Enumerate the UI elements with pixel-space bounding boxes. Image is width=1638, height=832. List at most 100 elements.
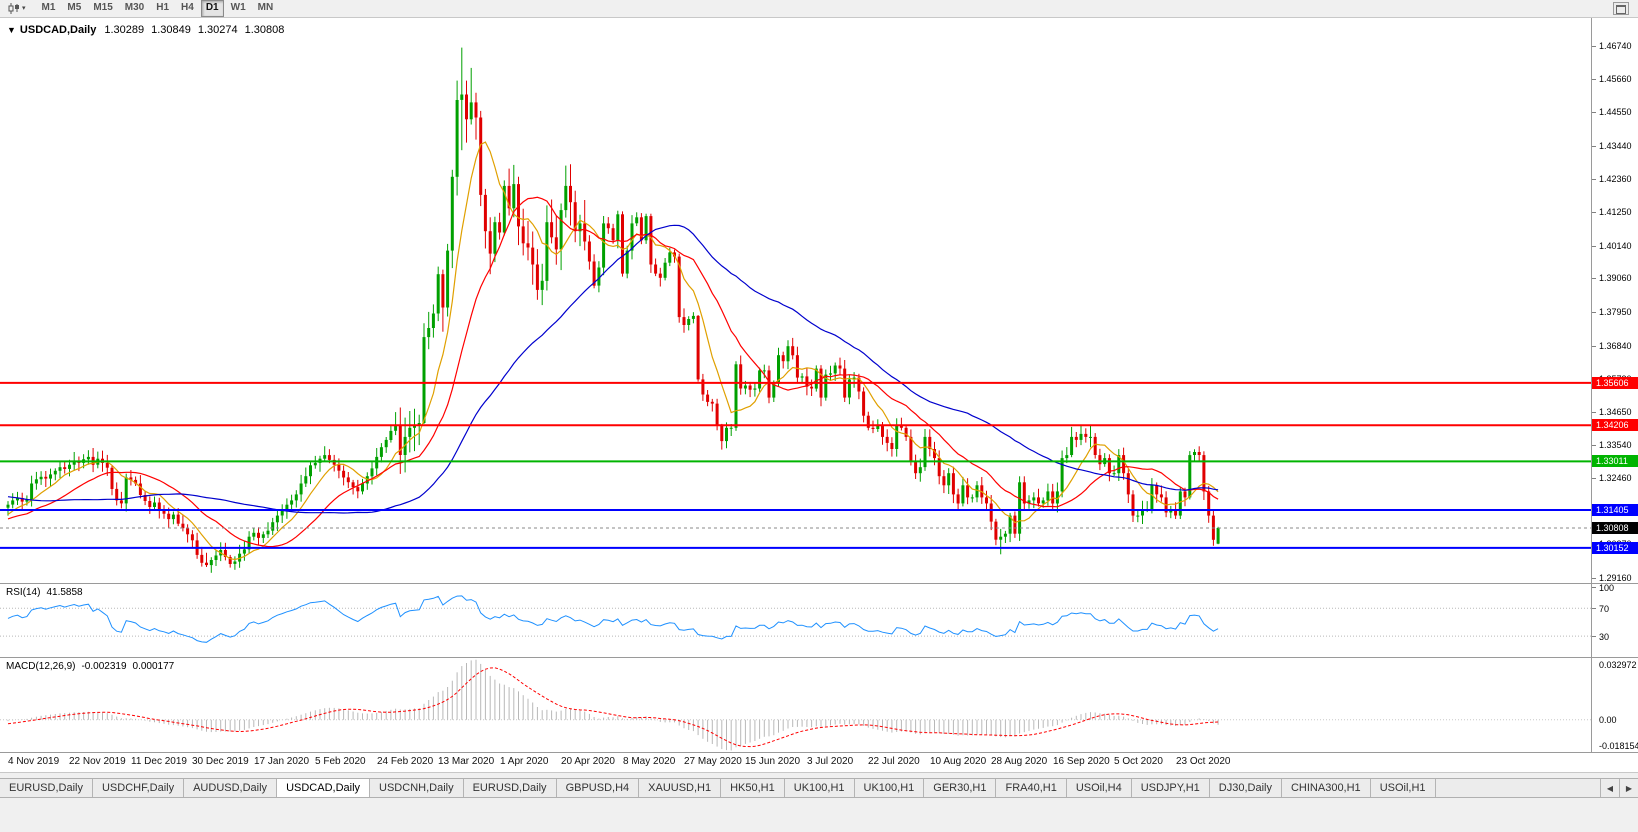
tab-usdchf-daily[interactable]: USDCHF,Daily xyxy=(92,779,185,797)
tab-usdcad-daily[interactable]: USDCAD,Daily xyxy=(277,779,371,797)
period-buttons: M1 M5 M15 M30 H1 H4 D1 W1 MN xyxy=(36,0,280,17)
tab-hk50-h1[interactable]: HK50,H1 xyxy=(721,779,785,797)
tab-scroll-right-icon[interactable]: ▶ xyxy=(1619,779,1638,797)
pane-separator[interactable] xyxy=(0,583,1638,584)
macd-histogram xyxy=(7,659,1219,751)
price-tick: 1.39060 xyxy=(1599,273,1632,283)
tab-usdcnh-daily[interactable]: USDCNH,Daily xyxy=(370,779,464,797)
price-tick: 1.40140 xyxy=(1599,241,1632,251)
tab-eurusd-daily[interactable]: EURUSD,Daily xyxy=(463,779,557,797)
price-tick-mark xyxy=(1592,246,1596,247)
chart-symbol-label: USDCAD,Daily xyxy=(19,24,97,36)
price-tick-mark xyxy=(1592,179,1596,180)
chart-ohlc-header: ▼ USDCAD,Daily 1.30289 1.30849 1.30274 1.3080… xyxy=(7,24,291,36)
macd-main-value: -0.002319 xyxy=(81,661,127,672)
tab-scroll-buttons: ◀ ▶ xyxy=(1600,779,1638,797)
chart-tabs: EURUSD,Daily USDCHF,Daily AUDUSD,Daily USDC… xyxy=(0,779,1436,797)
price-tick-mark xyxy=(1592,578,1596,579)
price-axis-border xyxy=(1591,18,1592,753)
date-tick: 24 Feb 2020 xyxy=(377,756,434,767)
price-tick-mark xyxy=(1592,46,1596,47)
period-m1[interactable]: M1 xyxy=(41,2,56,13)
chart-type-dropdown[interactable]: ▾ xyxy=(3,0,31,17)
chart-window-frame xyxy=(0,772,1638,778)
price-tick: 1.29160 xyxy=(1599,573,1632,583)
period-d1[interactable]: D1 xyxy=(200,0,224,17)
main-price-pane[interactable] xyxy=(0,18,1591,583)
pane-separator[interactable] xyxy=(0,657,1638,658)
rsi-tick: 30 xyxy=(1599,632,1610,642)
date-tick: 11 Dec 2019 xyxy=(131,756,187,767)
period-mn[interactable]: MN xyxy=(257,2,274,13)
date-tick: 5 Oct 2020 xyxy=(1114,756,1163,767)
price-tick: 1.32460 xyxy=(1599,473,1632,483)
period-h1[interactable]: H1 xyxy=(156,2,170,13)
candles-layer xyxy=(6,47,1220,573)
date-tick: 1 Apr 2020 xyxy=(500,756,549,767)
rsi-tick-mark xyxy=(1592,636,1596,637)
period-h4[interactable]: H4 xyxy=(181,2,194,13)
rsi-tick: 100 xyxy=(1599,583,1615,593)
tab-uk100-h1[interactable]: UK100,H1 xyxy=(854,779,925,797)
tab-eurusd-daily[interactable]: EURUSD,Daily xyxy=(0,779,93,797)
quote-close: 1.30808 xyxy=(244,24,285,36)
macd-pane[interactable] xyxy=(0,658,1591,752)
caret-down-icon: ▾ xyxy=(22,5,26,12)
date-tick: 23 Oct 2020 xyxy=(1176,756,1231,767)
date-tick: 22 Nov 2019 xyxy=(69,756,126,767)
tab-usoil-h4[interactable]: USOil,H4 xyxy=(1066,779,1132,797)
date-tick: 20 Apr 2020 xyxy=(561,756,615,767)
macd-tick-max: 0.032972 xyxy=(1599,660,1637,670)
rsi-label: RSI(14) 41.5858 xyxy=(6,587,89,598)
date-tick: 10 Aug 2020 xyxy=(930,756,987,767)
price-tick: 1.44550 xyxy=(1599,107,1632,117)
rsi-pane[interactable] xyxy=(0,584,1591,657)
quick-trade-caret-icon[interactable]: ▼ xyxy=(7,25,16,35)
tab-china300-h1[interactable]: CHINA300,H1 xyxy=(1281,779,1371,797)
price-tick: 1.45660 xyxy=(1599,74,1632,84)
rsi-tick: 70 xyxy=(1599,604,1610,614)
price-tick-mark xyxy=(1592,445,1596,446)
tab-audusd-daily[interactable]: AUDUSD,Daily xyxy=(184,779,278,797)
status-bar xyxy=(0,798,1638,832)
tab-ger30-h1[interactable]: GER30,H1 xyxy=(924,779,997,797)
macd-label: MACD(12,26,9) -0.002319 0.000177 xyxy=(6,661,180,672)
tab-fra40-h1[interactable]: FRA40,H1 xyxy=(996,779,1067,797)
tab-uk100-h1[interactable]: UK100,H1 xyxy=(784,779,855,797)
ma-8-line xyxy=(7,141,1219,561)
window-restore-button[interactable] xyxy=(1613,2,1629,15)
price-tick-mark xyxy=(1592,312,1596,313)
price-tick-mark xyxy=(1592,278,1596,279)
period-m30[interactable]: M30 xyxy=(124,2,145,13)
price-tick-mark xyxy=(1592,212,1596,213)
price-tick-mark xyxy=(1592,412,1596,413)
date-tick: 16 Sep 2020 xyxy=(1053,756,1110,767)
timeframe-toolbar: ▾ M1 M5 M15 M30 H1 H4 D1 W1 MN xyxy=(0,0,1638,18)
period-w1[interactable]: W1 xyxy=(230,2,246,13)
price-tick: 1.34650 xyxy=(1599,407,1632,417)
price-tick: 1.42360 xyxy=(1599,174,1632,184)
tab-usoil-h1[interactable]: USOil,H1 xyxy=(1370,779,1436,797)
date-tick: 15 Jun 2020 xyxy=(745,756,801,767)
tab-dj30-daily[interactable]: DJ30,Daily xyxy=(1209,779,1282,797)
pane-separator xyxy=(0,752,1638,753)
rsi-value: 41.5858 xyxy=(46,587,83,598)
tab-gbpusd-h4[interactable]: GBPUSD,H4 xyxy=(556,779,640,797)
chart-tab-bar: EURUSD,Daily USDCHF,Daily AUDUSD,Daily USDC… xyxy=(0,778,1638,798)
period-m15[interactable]: M15 xyxy=(93,2,113,13)
macd-tick-min: -0.018154 xyxy=(1599,741,1638,751)
price-tick: 1.33540 xyxy=(1599,440,1632,450)
date-tick: 17 Jan 2020 xyxy=(254,756,310,767)
price-tick: 1.37950 xyxy=(1599,307,1632,317)
tab-usdjpy-h1[interactable]: USDJPY,H1 xyxy=(1131,779,1210,797)
quote-high: 1.30849 xyxy=(151,24,191,36)
price-tag-1.30152: 1.30152 xyxy=(1592,542,1638,554)
rsi-line xyxy=(7,595,1219,643)
tab-xauusd-h1[interactable]: XAUUSD,H1 xyxy=(639,779,722,797)
period-m5[interactable]: M5 xyxy=(67,2,82,13)
date-tick: 8 May 2020 xyxy=(623,756,676,767)
tab-scroll-left-icon[interactable]: ◀ xyxy=(1600,779,1619,797)
macd-tick-zero: 0.00 xyxy=(1599,715,1617,725)
macd-signal-value: 0.000177 xyxy=(132,661,175,672)
